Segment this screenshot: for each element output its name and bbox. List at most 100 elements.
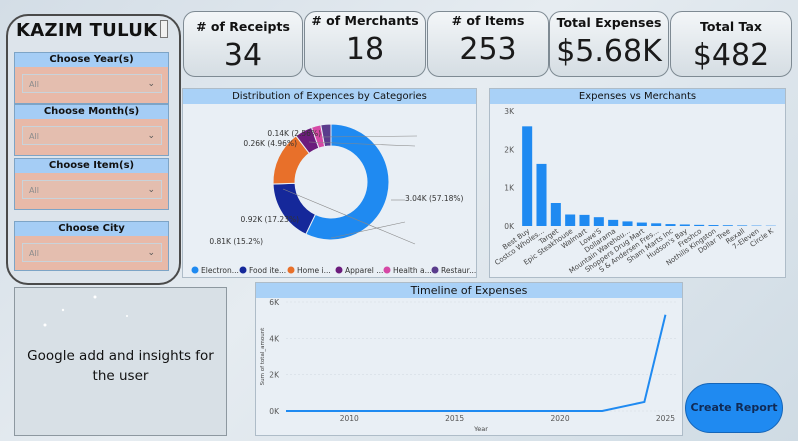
x-tick-label: 2015	[445, 414, 464, 423]
donut-data-label: 0.14K (2.56%)	[267, 129, 321, 138]
legend-marker	[191, 266, 199, 274]
item-select-value: All	[29, 186, 39, 195]
bar	[665, 224, 676, 226]
create-report-button[interactable]: Create Report	[685, 383, 783, 433]
year-select[interactable]: All ⌄	[22, 74, 162, 93]
x-tick-label: 2025	[656, 414, 675, 423]
kpi-title: Total Expenses	[556, 15, 662, 30]
legend-marker	[287, 266, 295, 274]
city-filter: Choose City All ⌄	[14, 221, 169, 271]
kpi-value: 34	[223, 38, 263, 73]
bar	[722, 225, 733, 226]
month-select-value: All	[29, 132, 39, 141]
donut-data-label: 3.04K (57.18%)	[405, 194, 464, 203]
bar	[536, 163, 547, 226]
bar	[636, 222, 647, 226]
y-tick-label: 4K	[269, 334, 280, 343]
bar	[708, 225, 719, 226]
bar	[694, 224, 705, 226]
month-filter-label: Choose Month(s)	[15, 105, 168, 119]
legend-marker	[335, 266, 343, 274]
bar-title: Expenses vs Merchants	[490, 89, 785, 104]
kpi-value: $5.68K	[556, 34, 662, 69]
scrollbar[interactable]	[160, 20, 168, 38]
donut-leader-line	[320, 135, 418, 138]
kpi-title: # of Receipts	[196, 19, 290, 34]
legend-label: Apparel ...	[345, 266, 383, 275]
legend-marker	[239, 266, 247, 274]
bar	[737, 225, 748, 226]
y-tick-label: 0K	[269, 407, 280, 416]
bar	[651, 223, 662, 226]
donut-leader-line	[330, 221, 406, 239]
bar	[622, 221, 633, 226]
bar	[565, 214, 576, 226]
bar	[679, 224, 690, 226]
kpi-title: Total Tax	[700, 19, 762, 34]
year-filter-label: Choose Year(s)	[15, 53, 168, 67]
kpi-receipts: # of Receipts 34	[183, 11, 303, 77]
ad-text: Google add and insights for the user	[27, 348, 214, 384]
chevron-down-icon: ⌄	[147, 185, 155, 195]
donut-slice	[272, 182, 317, 235]
legend-label: Restaur...	[441, 266, 476, 275]
kpi-value: $482	[692, 38, 770, 73]
donut-leader-line	[282, 188, 416, 245]
y-tick-label: 6K	[269, 298, 280, 307]
year-select-value: All	[29, 80, 39, 89]
legend-label: Home i...	[297, 266, 331, 275]
chevron-down-icon: ⌄	[147, 79, 155, 89]
donut-data-label: 0.92K (17.23%)	[241, 215, 300, 224]
x-axis-title: Year	[473, 425, 488, 433]
donut-slice	[305, 123, 390, 241]
item-filter: Choose Item(s) All ⌄	[14, 158, 169, 210]
legend-label: Food ite...	[249, 266, 286, 275]
y-tick-label: 2K	[504, 145, 515, 154]
y-tick-label: 1K	[504, 184, 515, 193]
y-tick-label: 3K	[504, 107, 515, 116]
kpi-title: # of Merchants	[311, 13, 419, 28]
brand-title: KAZIM TULUK	[16, 20, 158, 41]
timeline-line-chart: 0K 2K 4K 6K 2010 2015 2020 2025 Year Sum of total…	[260, 298, 676, 433]
kpi-value: 18	[345, 32, 385, 67]
bar	[522, 126, 533, 226]
x-tick-label: 2020	[551, 414, 570, 423]
donut-title: Distribution of Expences by Categories	[183, 89, 476, 104]
bar	[608, 219, 619, 226]
bar	[550, 203, 561, 226]
kpi-title: # of Items	[451, 13, 525, 28]
month-select[interactable]: All ⌄	[22, 126, 162, 145]
legend-marker	[431, 266, 439, 274]
kpi-value: 253	[459, 32, 517, 67]
city-select[interactable]: All ⌄	[22, 243, 162, 262]
donut-slice	[320, 123, 332, 148]
sparkle-decoration	[43, 295, 128, 327]
bar	[579, 214, 590, 226]
timeline-series-line	[286, 314, 667, 412]
kpi-items: # of Items 253	[427, 11, 549, 77]
item-filter-label: Choose Item(s)	[15, 159, 168, 173]
x-tick-label: 2010	[340, 414, 359, 423]
month-filter: Choose Month(s) All ⌄	[14, 104, 169, 156]
ad-panel: Google add and insights for the user	[14, 287, 227, 436]
legend-label: Electron...	[201, 266, 239, 275]
timeline-title: Timeline of Expenses	[256, 283, 682, 298]
donut-data-label: 0.26K (4.96%)	[243, 139, 297, 148]
chevron-down-icon: ⌄	[147, 131, 155, 141]
kpi-total-tax: Total Tax $482	[670, 11, 792, 77]
kpi-total-expenses: Total Expenses $5.68K	[549, 11, 669, 77]
donut-leader-line	[308, 141, 416, 147]
legend-label: Health a...	[393, 266, 432, 275]
y-tick-label: 0K	[504, 222, 515, 231]
legend-marker	[383, 266, 391, 274]
chevron-down-icon: ⌄	[147, 248, 155, 258]
y-tick-label: 2K	[269, 371, 280, 380]
merchant-bar-panel: Expenses vs Merchants 0K 1K 2K 3K Best Buy Co…	[489, 88, 786, 278]
y-axis-title: Sum of total_amount	[260, 327, 266, 386]
city-select-value: All	[29, 249, 39, 258]
kpi-merchants: # of Merchants 18	[304, 11, 426, 77]
timeline-panel: Timeline of Expenses 0K 2K 4K 6K 2010 2015 202…	[255, 282, 683, 436]
city-filter-label: Choose City	[15, 222, 168, 236]
item-select[interactable]: All ⌄	[22, 180, 162, 199]
